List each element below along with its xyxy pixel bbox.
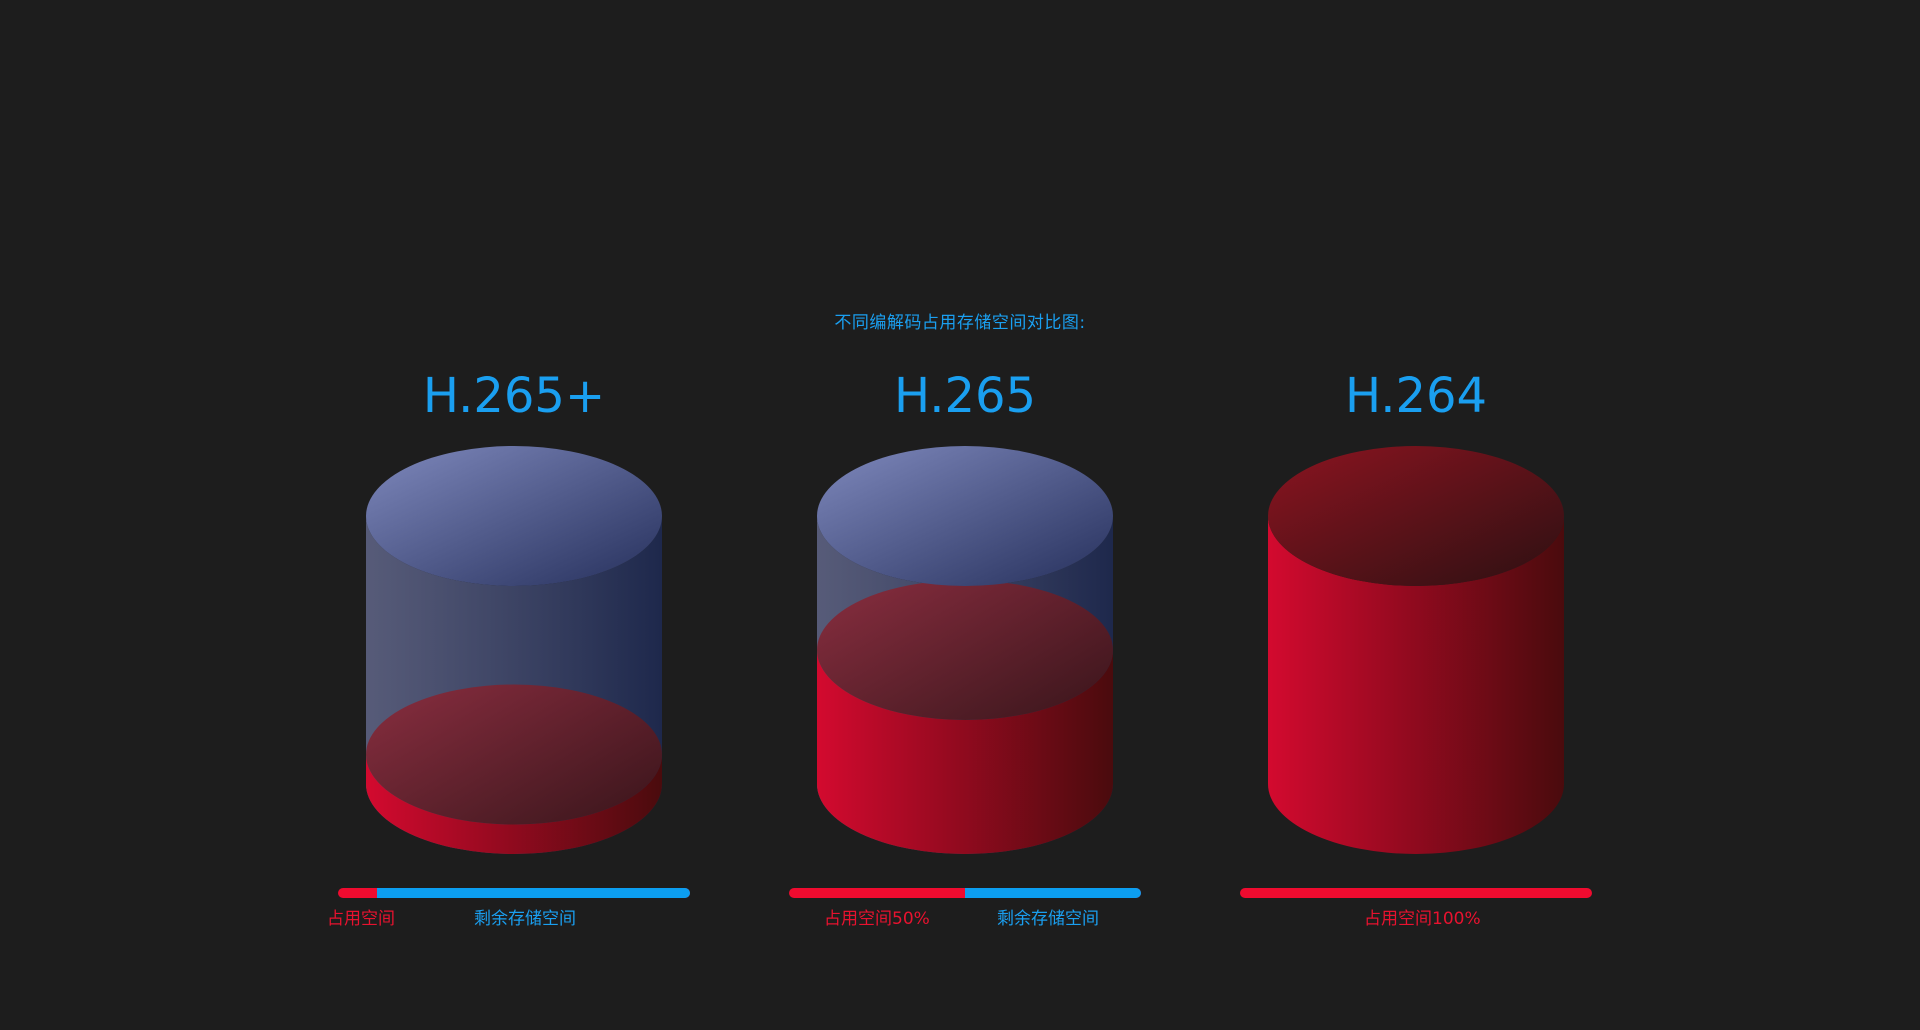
cylinder-top <box>817 446 1113 586</box>
storage-cylinder <box>366 446 662 854</box>
storage-cylinder <box>1268 446 1564 854</box>
usage-bar-remaining <box>965 888 1141 898</box>
usage-bar <box>789 888 1141 898</box>
remaining-space-label: 剩余存储空间 <box>474 909 576 929</box>
cylinder-used-body <box>817 650 1113 854</box>
cylinder-used-surface <box>366 684 662 825</box>
cylinder-used-body <box>366 754 662 854</box>
codec-title: H.265 <box>893 368 1037 424</box>
codec-column-h265: H.265 占用空间50% 剩余存储空间 <box>0 0 1141 929</box>
codec-title: H.265+ <box>422 368 606 424</box>
codec-title: H.264 <box>1344 368 1488 424</box>
usage-bar <box>1240 888 1592 898</box>
remaining-space-label: 剩余存储空间 <box>997 909 1099 929</box>
storage-cylinder <box>817 446 1113 854</box>
used-space-label: 占用空间 <box>327 909 395 929</box>
cylinder-used-body <box>1268 516 1564 854</box>
cylinder-top <box>1268 446 1564 586</box>
cylinder-top <box>366 446 662 586</box>
page-subtitle: 不同编解码占用存储空间对比图: <box>834 313 1086 333</box>
usage-bar <box>338 888 690 898</box>
cylinder-used-surface <box>817 580 1113 720</box>
codec-column-h264: H.264 占用空间100% <box>0 0 1592 929</box>
codec-column-h265plus: H.265+ 占用空间 剩余存储空间 <box>0 0 690 929</box>
usage-bar-remaining <box>376 888 690 898</box>
used-space-label: 占用空间100% <box>1364 909 1481 929</box>
used-space-label: 占用空间50% <box>824 909 930 929</box>
